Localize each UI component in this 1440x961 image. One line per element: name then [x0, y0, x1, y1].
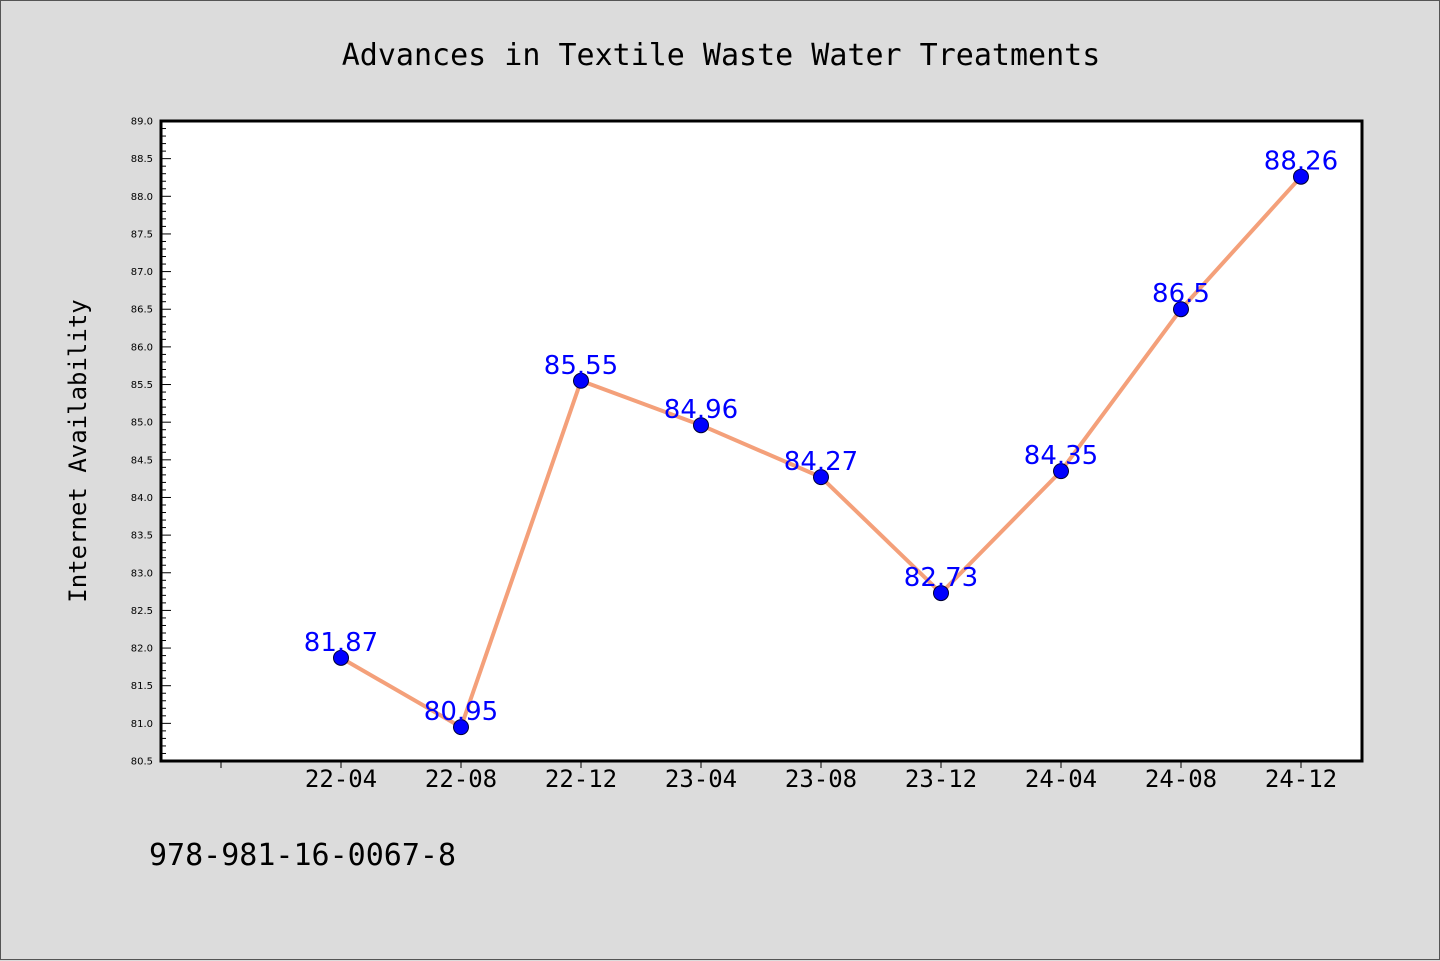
data-label: 80.95: [424, 697, 498, 727]
y-axis-label: Internet Availability: [64, 299, 92, 602]
data-point: [1173, 301, 1189, 318]
footnote: 978-981-16-0067-8: [149, 838, 456, 873]
data-point: [333, 649, 349, 666]
plot-area: [159, 119, 1364, 763]
data-label: 84.27: [784, 447, 858, 477]
x-tick-label: 24-04: [1025, 765, 1097, 793]
chart-title: Advances in Textile Waste Water Treatmen…: [342, 38, 1101, 73]
y-tick-label: 86.0: [131, 342, 153, 353]
data-label: 84.96: [664, 395, 738, 425]
y-tick-label: 89.0: [131, 117, 153, 128]
x-axis: 22-04 22-08 22-12 23-04 23-08 23-12 24-04 24-08…: [220, 761, 1337, 793]
y-tick-label: 82.5: [131, 606, 153, 617]
y-tick-label: 84.5: [131, 455, 153, 466]
x-tick-label: 24-08: [1145, 765, 1217, 793]
y-tick-label: 83.5: [131, 531, 153, 542]
y-tick-label: 87.5: [131, 229, 153, 240]
data-series: 81.87 80.95 85.55 84.96 84.27 82.73 84.35 86.5 8…: [304, 147, 1338, 736]
y-tick-label: 85.5: [131, 380, 153, 391]
x-tick-label: 24-12: [1265, 765, 1337, 793]
y-tick-label: 84.0: [131, 493, 153, 504]
y-tick-label: 83.0: [131, 568, 153, 579]
x-tick-label: 22-08: [425, 765, 497, 793]
data-label: 88.26: [1264, 147, 1338, 177]
y-tick-label: 88.5: [131, 154, 153, 165]
y-tick-label: 86.5: [131, 305, 153, 316]
x-tick-label: 23-04: [665, 765, 737, 793]
x-tick-label: 22-04: [305, 765, 377, 793]
data-label: 86.5: [1152, 279, 1210, 309]
data-label: 81.87: [304, 628, 378, 658]
data-label: 85.55: [544, 351, 618, 381]
y-tick-label: 80.5: [131, 757, 153, 768]
x-tick-label: 23-12: [905, 765, 977, 793]
data-point: [813, 469, 829, 486]
x-tick-label: 23-08: [785, 765, 857, 793]
data-label: 84.35: [1024, 441, 1098, 471]
data-point: [933, 585, 949, 602]
data-point: [1053, 463, 1069, 480]
y-tick-label: 85.0: [131, 418, 153, 429]
data-point: [453, 719, 469, 736]
y-tick-label: 87.0: [131, 267, 153, 278]
data-label: 82.73: [904, 563, 978, 593]
y-tick-label: 81.0: [131, 719, 153, 730]
y-axis: 80.5 81.0 81.5 82.0 82.5 83.0 83.5 84.0 84.5 85.0…: [131, 117, 171, 768]
y-tick-label: 88.0: [131, 192, 153, 203]
data-point: [573, 372, 589, 389]
y-tick-label: 82.0: [131, 644, 153, 655]
data-point: [1293, 168, 1309, 185]
data-point: [693, 417, 709, 434]
y-tick-label: 81.5: [131, 681, 153, 692]
x-tick-label: 22-12: [545, 765, 617, 793]
